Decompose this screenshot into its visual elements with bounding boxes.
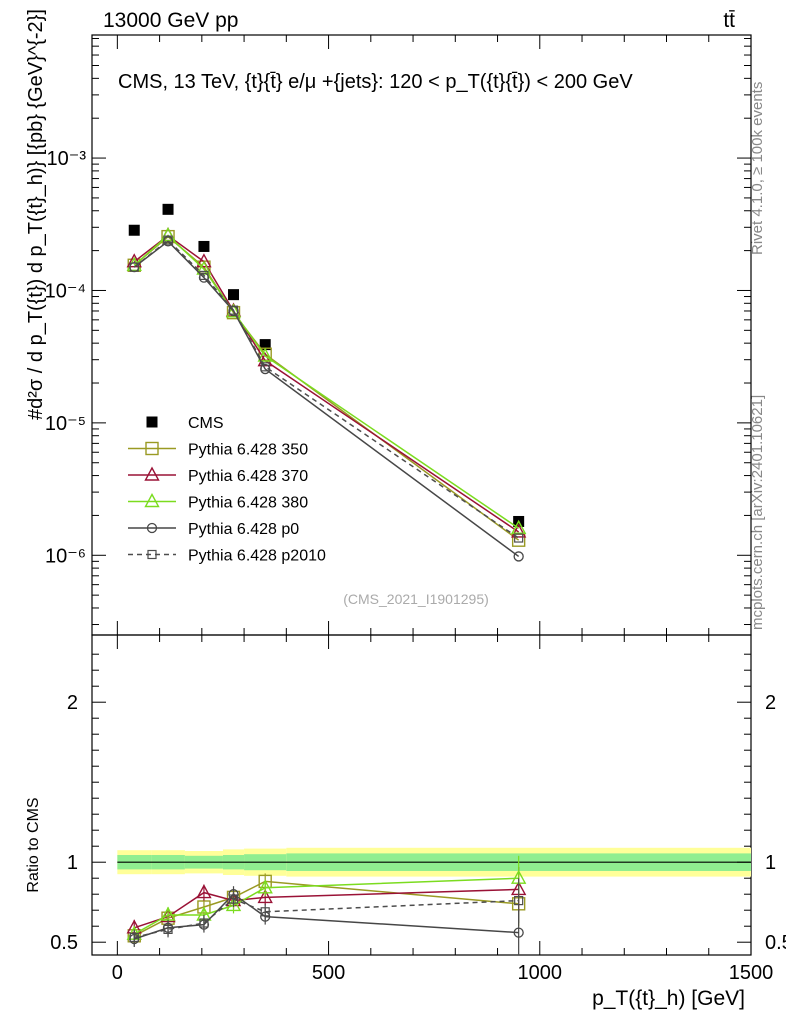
legend-label: Pythia 6.428 p2010	[188, 548, 326, 565]
ratio-point	[513, 927, 524, 938]
ratio-line	[134, 893, 519, 940]
ratio-series-0	[127, 873, 526, 944]
legend-marker	[144, 466, 160, 481]
ratio-panel: 0.5 0.5 1 1 2 2 0 500 1000 1500 Ratio to CMS p_T…	[25, 634, 786, 1010]
ratio-y-tick-label-right: 1	[765, 852, 776, 874]
legend-item: Pythia 6.428 p0	[128, 521, 299, 538]
ratio-series	[126, 855, 527, 955]
ratio-line	[133, 880, 519, 937]
data-point	[513, 551, 524, 562]
series-line	[133, 239, 520, 539]
ratio-point	[225, 896, 242, 912]
mcplots-label: mcplots.cern.ch [arXiv:2401.10621]	[749, 395, 766, 630]
series-line	[133, 234, 520, 533]
ratio-point	[228, 894, 239, 904]
watermark: (CMS_2021_I1901295)	[343, 591, 489, 607]
data-point	[199, 270, 209, 280]
legend-label: Pythia 6.428 p0	[188, 521, 299, 538]
ratio-point	[257, 888, 273, 904]
ratio-x-axis: 0 500 1000 1500	[112, 635, 773, 984]
ratio-point	[514, 895, 524, 906]
ratio-point	[260, 907, 270, 917]
main-frame	[91, 34, 752, 636]
main-y-axis: 10⁻⁶ 10⁻⁵ 10⁻⁴ 10⁻³	[45, 37, 751, 626]
legend-marker	[145, 441, 159, 456]
x-tick-label: 0	[112, 962, 123, 984]
series-5	[129, 235, 524, 543]
y-tick-label: 10⁻⁶	[45, 545, 86, 567]
data-point	[162, 203, 174, 215]
ratio-y-tick-label: 1	[67, 852, 78, 874]
series-3	[126, 227, 527, 534]
data-point	[257, 352, 273, 367]
data-point	[510, 519, 527, 534]
data-point	[260, 362, 270, 372]
main-title: CMS, 13 TeV, {t}{t̄} e/μ +{jets}: 120 < …	[118, 71, 633, 93]
main-series	[126, 203, 527, 562]
legend-label: Pythia 6.428 350	[188, 442, 308, 459]
data-point	[128, 224, 140, 236]
ratio-point	[257, 879, 273, 894]
legend: CMS Pythia 6.428 350 Pythia 6.428 370 Pythi…	[128, 415, 326, 565]
ratio-y-tick-label: 0.5	[50, 932, 78, 954]
legend-label: CMS	[188, 415, 224, 432]
data-point	[196, 253, 212, 268]
ratio-y-tick-label-right: 2	[765, 692, 776, 714]
legend-item: Pythia 6.428 350	[128, 442, 308, 459]
legend-label: Pythia 6.428 370	[188, 468, 308, 485]
ratio-point	[129, 932, 139, 943]
data-point	[198, 240, 210, 252]
data-point	[161, 229, 175, 244]
ratio-band	[117, 847, 751, 877]
data-point	[225, 303, 242, 318]
legend-item: Pythia 6.428 380	[128, 493, 308, 512]
data-point	[196, 260, 212, 275]
ratio-point	[163, 924, 173, 935]
x-axis-label: p_T({t}_h) [GeV]	[592, 987, 745, 1010]
data-point	[514, 533, 524, 543]
data-point	[129, 262, 139, 272]
ratio-series-3	[129, 886, 524, 955]
data-point	[163, 235, 173, 245]
y-tick-label: 10⁻⁴	[45, 280, 86, 302]
x-tick-label: 500	[312, 962, 345, 984]
legend-label: Pythia 6.428 380	[188, 495, 308, 512]
ratio-series-4	[129, 878, 524, 946]
legend-marker	[144, 493, 160, 508]
ratio-y-axis: 0.5 0.5 1 1 2 2	[50, 653, 786, 954]
ratio-line	[134, 888, 519, 929]
ratio-y-tick-label-right: 0.5	[765, 932, 786, 954]
data-point	[259, 339, 271, 351]
ratio-frame	[91, 634, 752, 956]
data-point	[510, 523, 527, 538]
main-x-axis	[116, 35, 752, 635]
series-line	[133, 240, 520, 558]
header-right: tt̄	[723, 9, 735, 32]
data-point	[257, 347, 273, 362]
x-tick-label: 1500	[729, 962, 774, 984]
ratio-ylabel: Ratio to CMS	[25, 797, 42, 892]
series-2	[126, 227, 527, 538]
ratio-line	[134, 898, 519, 939]
ratio-point	[196, 884, 212, 899]
main-ylabel: #d²σ / d p_T({t}) d p_T({t}_h)} [{pb} {G…	[25, 9, 47, 420]
x-tick-label: 1000	[518, 962, 563, 984]
legend-item: Pythia 6.428 p2010	[128, 548, 326, 565]
legend-marker	[147, 549, 157, 560]
legend-marker	[146, 416, 158, 428]
data-point	[228, 289, 240, 301]
main-panel: CMS, 13 TeV, {t}{t̄} e/μ +{jets}: 120 < …	[25, 9, 752, 636]
y-tick-label: 10⁻³	[47, 148, 87, 170]
legend-marker	[146, 522, 158, 534]
ratio-y-tick-label: 2	[67, 692, 78, 714]
header-left: 13000 GeV pp	[103, 9, 238, 32]
y-tick-label: 10⁻⁵	[45, 413, 86, 435]
data-point	[228, 305, 239, 315]
rivet-label: Rivet 4.1.0, ≥ 100k events	[749, 82, 766, 255]
ratio-point	[199, 918, 209, 928]
legend-item: Pythia 6.428 370	[128, 466, 308, 485]
legend-item: CMS	[146, 415, 224, 432]
